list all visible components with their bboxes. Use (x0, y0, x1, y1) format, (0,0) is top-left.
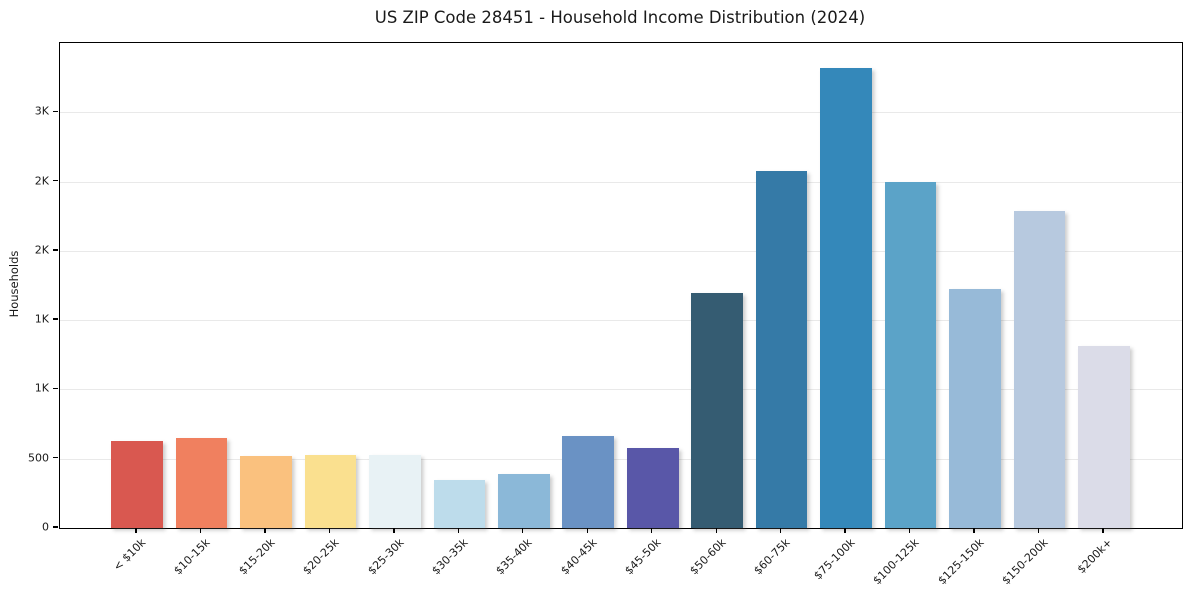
plot-area (59, 42, 1183, 529)
x-axis-tick-label: $35-40k (493, 536, 535, 578)
x-axis-tick (328, 528, 331, 534)
x-axis-tick (1037, 528, 1040, 534)
x-axis-tick-label: $15-20k (235, 536, 278, 578)
x-axis-tick-label: $60-75k (751, 536, 793, 578)
x-axis-tick-label: $150-200k (999, 536, 1051, 588)
x-axis-tick-label: $200k+ (1075, 536, 1116, 577)
bar-12 (884, 181, 937, 528)
x-axis-tick-label: $75-100k (811, 536, 858, 583)
x-axis-tick-label: $45-50k (622, 536, 664, 578)
x-axis-tick (586, 528, 588, 534)
gridline-500 (60, 458, 1182, 460)
y-axis-tick (53, 110, 58, 112)
bar-10 (755, 171, 808, 528)
bar-5 (433, 480, 486, 528)
y-axis-tick (53, 457, 58, 459)
x-axis-tick-label: $40-45k (558, 536, 600, 578)
x-axis-tick (908, 528, 911, 534)
gridline-2000 (60, 250, 1182, 252)
y-axis-tick-label: 2K (34, 174, 49, 188)
x-axis-tick-label: $50-60k (687, 536, 729, 578)
y-axis-tick (53, 318, 58, 320)
x-axis-tick (779, 528, 782, 534)
bar-11 (820, 67, 872, 528)
y-axis-label: Households (7, 250, 21, 318)
y-axis-tick (53, 526, 58, 528)
x-axis-tick (1102, 528, 1104, 534)
x-axis-tick-label: $100-125k (870, 536, 922, 588)
bar-8 (626, 448, 679, 528)
gridline-1000 (60, 389, 1182, 391)
x-axis-tick-label: $30-35k (429, 536, 471, 578)
bar-1 (175, 437, 228, 528)
y-axis-tick-label: 1K (34, 312, 49, 326)
x-axis-tick-label: < $10k (110, 536, 149, 574)
y-axis-tick-label: 3K (34, 104, 49, 118)
bar-6 (498, 473, 550, 528)
chart-title: US ZIP Code 28451 - Household Income Dis… (374, 8, 866, 27)
y-axis-tick (53, 249, 58, 251)
y-axis-tick-label: 500 (28, 451, 49, 465)
x-axis-tick (973, 528, 975, 534)
bar-4 (369, 455, 421, 528)
x-axis-tick (651, 528, 653, 534)
x-axis-tick (199, 528, 202, 534)
y-axis-tick-label: 2K (34, 243, 49, 257)
x-axis-tick (457, 528, 460, 534)
bar-14 (1013, 210, 1066, 528)
x-axis-tick-label: $20-25k (300, 536, 342, 578)
x-axis-tick (844, 528, 846, 534)
x-axis-tick (715, 528, 717, 534)
bar-15 (1078, 346, 1130, 528)
x-axis-tick (522, 528, 524, 534)
y-axis-tick-label: 1K (34, 381, 49, 395)
bar-0 (111, 440, 163, 528)
x-axis-tick (393, 528, 395, 534)
gridline-1500 (60, 320, 1182, 322)
y-axis-tick (53, 179, 58, 182)
y-axis-tick-label: 0 (42, 520, 49, 534)
bar-3 (304, 454, 357, 528)
bar-9 (691, 293, 743, 528)
x-axis-tick (135, 528, 137, 534)
x-axis-tick (264, 528, 266, 534)
x-axis-tick-label: $10-15k (171, 536, 213, 578)
x-axis-tick-label: $125-150k (935, 536, 987, 588)
y-axis-tick (53, 387, 58, 390)
bar-2 (240, 455, 292, 528)
gridline-3000 (60, 112, 1182, 114)
gridline-2500 (60, 181, 1182, 183)
x-axis-tick-label: $25-30k (364, 536, 407, 578)
bar-7 (562, 435, 615, 528)
bar-13 (949, 288, 1001, 528)
